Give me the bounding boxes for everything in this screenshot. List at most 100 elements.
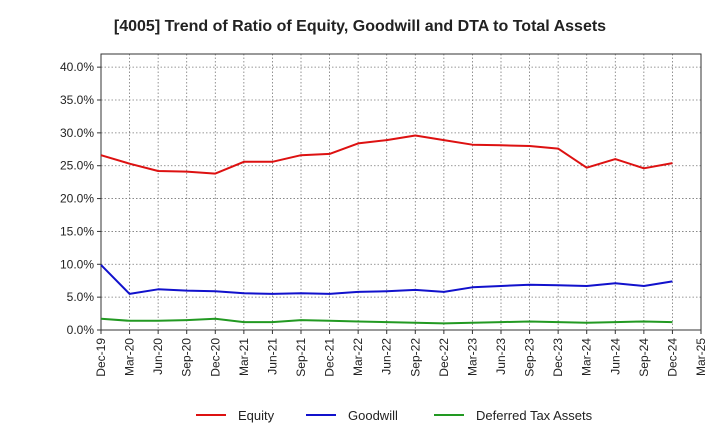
data-point <box>300 292 302 294</box>
series-line-goodwill <box>100 264 673 295</box>
legend: Equity Goodwill Deferred Tax Assets <box>196 408 593 423</box>
data-point <box>614 282 616 284</box>
x-tick-label: Dec-19 <box>94 338 108 377</box>
data-point <box>386 290 388 292</box>
data-point <box>214 290 216 292</box>
data-point <box>157 170 159 172</box>
y-tick-label: 25.0% <box>60 159 94 173</box>
data-point <box>586 285 588 287</box>
data-point <box>271 161 273 163</box>
data-point <box>643 285 645 287</box>
plot-area <box>100 53 702 331</box>
data-point <box>414 322 416 324</box>
data-point <box>671 162 673 164</box>
data-point <box>328 293 330 295</box>
y-tick-label: 15.0% <box>60 224 94 238</box>
chart-title: [4005] Trend of Ratio of Equity, Goodwil… <box>114 18 606 35</box>
legend-label: Deferred Tax Assets <box>476 408 593 423</box>
y-tick-label: 20.0% <box>60 192 94 206</box>
data-point <box>300 154 302 156</box>
y-tick-label: 40.0% <box>60 60 94 74</box>
data-point <box>243 161 245 163</box>
x-tick-label: Jun-22 <box>380 338 394 375</box>
data-point <box>528 320 530 322</box>
data-point <box>500 144 502 146</box>
data-point <box>157 288 159 290</box>
data-point <box>557 321 559 323</box>
data-point <box>443 139 445 141</box>
data-point <box>386 321 388 323</box>
legend-label: Goodwill <box>348 408 398 423</box>
x-tick-label: Dec-20 <box>208 338 222 377</box>
data-point <box>671 280 673 282</box>
data-point <box>186 319 188 321</box>
data-point <box>414 289 416 291</box>
x-tick-label: Jun-21 <box>265 338 279 375</box>
y-tick-label: 5.0% <box>67 290 95 304</box>
data-point <box>100 264 102 266</box>
data-point <box>414 134 416 136</box>
x-tick-label: Mar-20 <box>123 338 137 376</box>
data-point <box>271 293 273 295</box>
x-tick-label: Sep-24 <box>637 338 651 377</box>
data-point <box>528 145 530 147</box>
x-tick-label: Dec-24 <box>665 338 679 377</box>
data-point <box>128 320 130 322</box>
data-point <box>671 321 673 323</box>
x-tick-label: Mar-24 <box>580 338 594 376</box>
data-point <box>500 285 502 287</box>
x-tick-label: Mar-25 <box>694 338 708 376</box>
data-point <box>557 147 559 149</box>
data-point <box>471 143 473 145</box>
data-point <box>643 320 645 322</box>
data-point <box>328 320 330 322</box>
y-tick-label: 30.0% <box>60 126 94 140</box>
series-line-equity <box>100 134 673 175</box>
data-point <box>443 322 445 324</box>
data-point <box>471 286 473 288</box>
x-tick-label: Sep-23 <box>523 338 537 377</box>
y-tick-label: 35.0% <box>60 93 94 107</box>
x-tick-label: Jun-23 <box>494 338 508 375</box>
data-point <box>214 318 216 320</box>
x-tick-label: Dec-23 <box>551 338 565 377</box>
data-point <box>586 166 588 168</box>
data-point <box>186 289 188 291</box>
data-point <box>357 291 359 293</box>
data-point <box>214 172 216 174</box>
data-point <box>243 292 245 294</box>
series-group <box>100 134 673 325</box>
data-point <box>328 153 330 155</box>
x-tick-label: Mar-21 <box>237 338 251 376</box>
x-tick-label: Mar-22 <box>351 338 365 376</box>
data-point <box>586 322 588 324</box>
x-tick-label: Jun-20 <box>151 338 165 375</box>
series-line-deferred-tax-assets <box>100 317 673 325</box>
x-tick-label: Sep-22 <box>408 338 422 377</box>
data-point <box>443 291 445 293</box>
x-tick-label: Sep-20 <box>180 338 194 377</box>
data-point <box>243 321 245 323</box>
data-point <box>186 170 188 172</box>
data-point <box>386 139 388 141</box>
data-point <box>500 321 502 323</box>
data-point <box>614 158 616 160</box>
data-point <box>128 163 130 165</box>
data-point <box>357 320 359 322</box>
data-point <box>128 293 130 295</box>
x-axis: Dec-19 Mar-20 Jun-20 Sep-20 Dec-20 Mar-21 Jun-… <box>94 330 708 377</box>
data-point <box>528 283 530 285</box>
y-axis: 0.0% 5.0% 10.0% 15.0% 20.0% 25.0% 30.0% 35.0% 40… <box>60 60 101 337</box>
data-point <box>100 318 102 320</box>
x-tick-label: Dec-21 <box>323 338 337 377</box>
x-tick-label: Dec-22 <box>437 338 451 377</box>
grid <box>100 54 702 331</box>
data-point <box>271 321 273 323</box>
legend-label: Equity <box>238 408 275 423</box>
y-tick-label: 10.0% <box>60 257 94 271</box>
data-point <box>157 320 159 322</box>
data-point <box>471 322 473 324</box>
data-point <box>614 321 616 323</box>
data-point <box>100 154 102 156</box>
